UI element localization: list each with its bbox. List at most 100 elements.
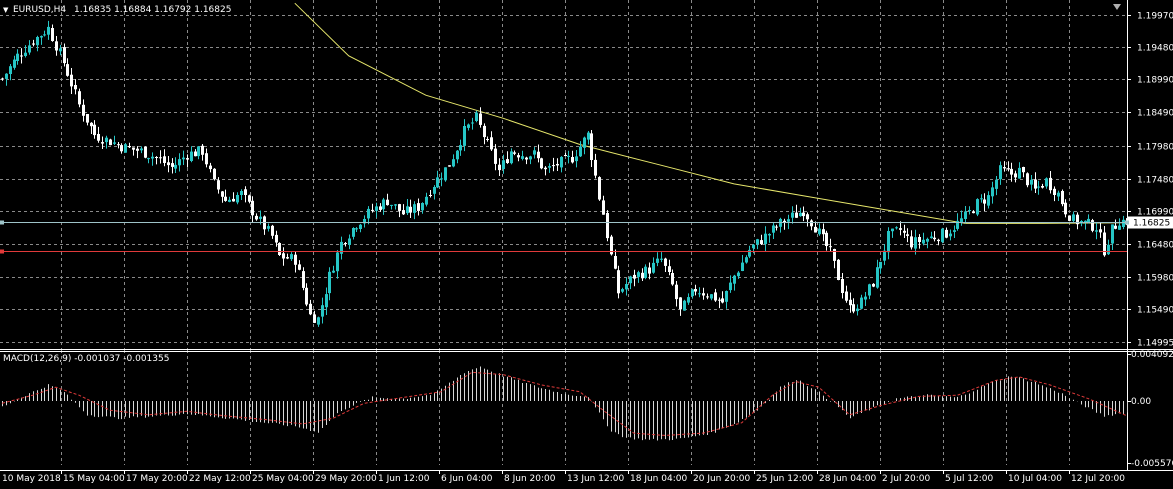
candle-body	[1049, 177, 1052, 191]
candle-body	[228, 199, 231, 202]
candle-body	[471, 122, 474, 124]
candle-body	[829, 246, 832, 248]
candle-body	[282, 253, 285, 259]
candle-body	[652, 262, 655, 273]
candle-body	[240, 191, 243, 195]
candle-body	[748, 249, 751, 257]
symbol-dropdown-icon[interactable]: ▼	[3, 6, 9, 14]
price-tick-label: 1.15980	[1137, 274, 1173, 284]
candle-body	[860, 297, 863, 309]
candle-body	[548, 166, 551, 168]
candle-body	[409, 206, 412, 213]
time-tick-label: 10 Jul 04:00	[1008, 474, 1062, 484]
chart-shift-marker[interactable]	[1113, 4, 1121, 10]
candle-body	[43, 34, 46, 36]
candle-body	[55, 41, 58, 51]
candle-body	[309, 303, 312, 315]
candle-body	[903, 230, 906, 233]
level-line-handle	[0, 249, 4, 254]
candle-body	[818, 228, 821, 235]
candle-body	[251, 200, 254, 216]
candle-body	[305, 287, 308, 305]
candle-body	[382, 199, 385, 210]
candle-body	[1, 78, 4, 80]
candle-body	[1014, 173, 1017, 178]
time-tick-label: 12 Jul 20:00	[1071, 474, 1125, 484]
candle-body	[483, 125, 486, 138]
candle-body	[899, 228, 902, 230]
candle-body	[224, 196, 227, 201]
candle-body	[698, 293, 701, 295]
candle-body	[930, 236, 933, 239]
candle-body	[718, 299, 721, 301]
candle-body	[367, 208, 370, 219]
price-tick-label: 1.16990	[1137, 208, 1173, 218]
candle-body	[86, 114, 89, 123]
ohlc-label: 1.16835 1.16884 1.16792 1.16825	[74, 5, 231, 15]
candle-body	[1091, 220, 1094, 231]
candle-body	[1095, 230, 1098, 232]
candle-body	[101, 142, 104, 144]
candle-body	[236, 195, 239, 203]
time-tick-label: 25 Jun 12:00	[756, 474, 813, 484]
candle-body	[617, 270, 620, 294]
candle-body	[648, 267, 651, 274]
candle-body	[340, 241, 343, 254]
candle-body	[968, 210, 971, 211]
candle-body	[517, 155, 520, 158]
candle-body	[298, 264, 301, 270]
candle-body	[1084, 220, 1087, 223]
candle-body	[868, 284, 871, 296]
candle-body	[90, 122, 93, 127]
candle-body	[644, 266, 647, 278]
current-price-label: 1.16825	[1133, 219, 1170, 229]
candle-body	[313, 314, 316, 323]
candle-body	[259, 216, 262, 219]
candle-body	[255, 215, 258, 220]
candle-body	[756, 239, 759, 245]
horizontal-lines[interactable]	[0, 220, 1127, 254]
candle-body	[841, 279, 844, 293]
candle-body	[845, 291, 848, 301]
candle-body	[452, 159, 455, 167]
candle-body	[444, 167, 447, 181]
candle-body	[486, 139, 489, 140]
candle-body	[621, 289, 624, 292]
price-tick-label: 1.19480	[1137, 44, 1173, 54]
candle-body	[533, 150, 536, 155]
price-axis: 1.19970 1.19480 1.18990 1.18490 1.17980 1.174…	[1125, 12, 1173, 349]
candle-body	[729, 282, 732, 291]
candle-body	[190, 151, 193, 161]
macd-signal-line	[1, 371, 1128, 436]
candle-body	[70, 74, 73, 87]
moving-average-line	[294, 2, 1128, 224]
macd-tick-label: 0.00	[1131, 397, 1151, 407]
macd-label: MACD(12,26,9) -0.001037 -0.001355	[3, 354, 169, 364]
time-tick-label: 15 May 04:00	[63, 474, 125, 484]
candle-body	[702, 293, 705, 296]
candle-body	[783, 220, 786, 223]
candle-body	[244, 189, 247, 195]
price-tick-label: 1.14995	[1137, 339, 1173, 349]
candle-body	[1057, 192, 1060, 197]
candle-body	[656, 258, 659, 263]
candle-body	[132, 147, 135, 150]
candle-body	[980, 198, 983, 200]
candle-body	[1114, 225, 1117, 229]
candle-body	[768, 234, 771, 236]
price-tag-marker	[1125, 220, 1129, 225]
candle-body	[544, 167, 547, 170]
candle-body	[1099, 229, 1102, 233]
candle-body	[822, 229, 825, 235]
candle-body	[540, 158, 543, 169]
time-tick-label: 28 Jun 04:00	[819, 474, 876, 484]
candle-body	[151, 156, 154, 159]
candle-body	[590, 133, 593, 160]
candle-body	[417, 203, 420, 211]
candle-body	[1118, 225, 1121, 230]
candle-body	[521, 156, 524, 159]
candle-body	[456, 150, 459, 160]
candle-body	[706, 296, 709, 298]
candle-body	[895, 227, 898, 229]
